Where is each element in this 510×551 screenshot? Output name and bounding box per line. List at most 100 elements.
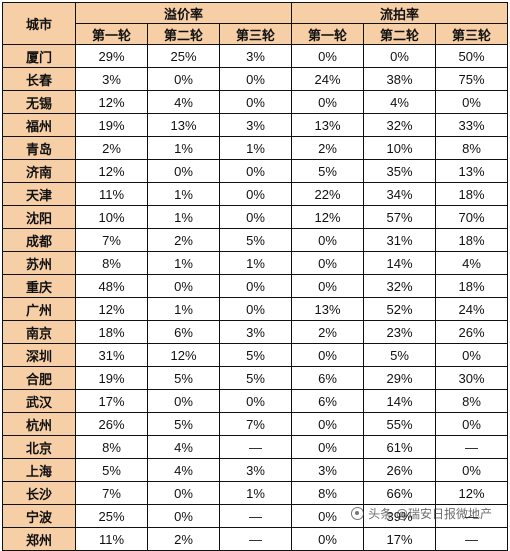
premium-rate-round-3-cell: — (219, 527, 292, 551)
premium-rate-round-2-cell: 2% (147, 228, 220, 252)
table-row: 长春 3% 0% 0% 24% 38% 75% (2, 67, 508, 91)
premium-rate-round-2-cell: 5% (147, 366, 220, 390)
premium-rate-round-3-cell: 3% (219, 458, 292, 482)
table-row: 济南 12% 0% 0% 5% 35% 13% (2, 159, 508, 183)
failed-rate-round-3-cell: 12% (435, 481, 508, 505)
premium-round-3-header: 第三轮 (219, 23, 292, 45)
table-row: 杭州 26% 5% 7% 0% 55% 0% (2, 412, 508, 436)
premium-rate-round-2-cell: 5% (147, 412, 220, 436)
table-row: 苏州 8% 1% 1% 0% 14% 4% (2, 251, 508, 275)
watermark: 头条 @瑞安日报微地产 (351, 505, 492, 522)
failed-rate-round-1-cell: 13% (291, 113, 364, 137)
premium-rate-round-1-cell: 2% (75, 136, 148, 160)
premium-rate-round-2-cell: 4% (147, 435, 220, 459)
premium-rate-round-1-cell: 10% (75, 205, 148, 229)
city-cell: 杭州 (2, 412, 76, 436)
city-cell: 郑州 (2, 527, 76, 551)
premium-rate-round-1-cell: 31% (75, 343, 148, 367)
failed-rate-round-3-cell: — (435, 504, 508, 528)
failed-rate-round-2-cell: 66% (363, 481, 436, 505)
premium-rate-round-3-cell: 0% (219, 182, 292, 206)
failed-rate-round-2-cell: 35% (363, 159, 436, 183)
failed-rate-round-1-cell: 0% (291, 228, 364, 252)
city-cell: 长沙 (2, 481, 76, 505)
premium-rate-round-3-cell: 3% (219, 320, 292, 344)
premium-rate-round-1-cell: 12% (75, 90, 148, 114)
premium-rate-round-3-cell: 0% (219, 67, 292, 91)
failed-rate-round-3-cell: 50% (435, 44, 508, 68)
failed-round-1-header: 第一轮 (291, 23, 364, 45)
city-cell: 重庆 (2, 274, 76, 298)
premium-rate-round-1-cell: 17% (75, 389, 148, 413)
premium-rate-round-3-cell: 1% (219, 251, 292, 275)
premium-rate-round-2-cell: 4% (147, 458, 220, 482)
premium-rate-round-2-cell: 25% (147, 44, 220, 68)
premium-rate-round-3-cell: 7% (219, 412, 292, 436)
failed-rate-round-2-cell: 14% (363, 251, 436, 275)
premium-rate-round-2-cell: 4% (147, 90, 220, 114)
failed-rate-round-1-cell: 0% (291, 343, 364, 367)
city-cell: 无锡 (2, 90, 76, 114)
failed-rate-round-1-cell: 0% (291, 274, 364, 298)
failed-rate-round-3-cell: 33% (435, 113, 508, 137)
premium-rate-round-2-cell: 1% (147, 136, 220, 160)
premium-rate-round-1-cell: 5% (75, 458, 148, 482)
city-cell: 福州 (2, 113, 76, 137)
premium-rate-round-3-cell: 5% (219, 343, 292, 367)
failed-rate-round-3-cell: 18% (435, 228, 508, 252)
failed-rate-round-3-cell: 4% (435, 251, 508, 275)
premium-rate-round-3-cell: 0% (219, 205, 292, 229)
premium-rate-round-3-cell: 1% (219, 481, 292, 505)
premium-rate-round-1-cell: 19% (75, 366, 148, 390)
failed-rate-round-2-cell: 38% (363, 67, 436, 91)
table-row: 成都 7% 2% 5% 0% 31% 18% (2, 228, 508, 252)
premium-rate-round-3-cell: 0% (219, 389, 292, 413)
premium-round-2-header: 第二轮 (147, 23, 220, 45)
failed-rate-round-1-cell: 8% (291, 481, 364, 505)
city-cell: 苏州 (2, 251, 76, 275)
failed-rate-round-1-cell: 12% (291, 205, 364, 229)
failed-rate-round-3-cell: 18% (435, 274, 508, 298)
failed-rate-round-1-cell: 24% (291, 67, 364, 91)
premium-rate-round-2-cell: 2% (147, 527, 220, 551)
table-row: 武汉 17% 0% 0% 6% 14% 8% (2, 389, 508, 413)
table-row: 福州 19% 13% 3% 13% 32% 33% (2, 113, 508, 137)
failed-rate-round-1-cell: 0% (291, 412, 364, 436)
failed-rate-round-1-cell: 0% (291, 251, 364, 275)
premium-rate-round-3-cell: 5% (219, 366, 292, 390)
failed-rate-round-3-cell: 30% (435, 366, 508, 390)
table-row: 青岛 2% 1% 1% 2% 10% 8% (2, 136, 508, 160)
city-cell: 武汉 (2, 389, 76, 413)
failed-rate-round-3-cell: 70% (435, 205, 508, 229)
failed-rate-round-3-cell: 0% (435, 458, 508, 482)
premium-rate-round-2-cell: 0% (147, 159, 220, 183)
premium-rate-round-2-cell: 1% (147, 205, 220, 229)
table-row: 北京 8% 4% —0% 61% — (2, 435, 508, 459)
watermark-text: 头条 @瑞安日报微地产 (368, 507, 492, 521)
premium-rate-round-1-cell: 8% (75, 435, 148, 459)
premium-rate-round-1-cell: 29% (75, 44, 148, 68)
city-cell: 厦门 (2, 44, 76, 68)
premium-rate-round-2-cell: 6% (147, 320, 220, 344)
table-row: 重庆 48% 0% 0% 0% 32% 18% (2, 274, 508, 298)
premium-rate-round-2-cell: 12% (147, 343, 220, 367)
failed-round-2-header: 第二轮 (363, 23, 436, 45)
premium-rate-round-1-cell: 19% (75, 113, 148, 137)
table-row: 天津 11% 1% 0% 22% 34% 18% (2, 182, 508, 206)
camera-icon (351, 507, 365, 520)
premium-rate-round-2-cell: 1% (147, 251, 220, 275)
failed-rate-round-1-cell: 6% (291, 366, 364, 390)
city-cell: 沈阳 (2, 205, 76, 229)
failed-rate-round-3-cell: 0% (435, 412, 508, 436)
failed-rate-round-2-cell: 10% (363, 136, 436, 160)
failed-rate-round-2-cell: 26% (363, 458, 436, 482)
city-cell: 广州 (2, 297, 76, 321)
failed-rate-round-2-cell: 14% (363, 389, 436, 413)
failed-rate-round-2-cell: 32% (363, 113, 436, 137)
failed-rate-round-2-cell: 4% (363, 90, 436, 114)
premium-rate-round-2-cell: 13% (147, 113, 220, 137)
premium-round-1-header: 第一轮 (75, 23, 148, 45)
failed-rate-round-2-cell: 61% (363, 435, 436, 459)
premium-rate-round-2-cell: 0% (147, 504, 220, 528)
